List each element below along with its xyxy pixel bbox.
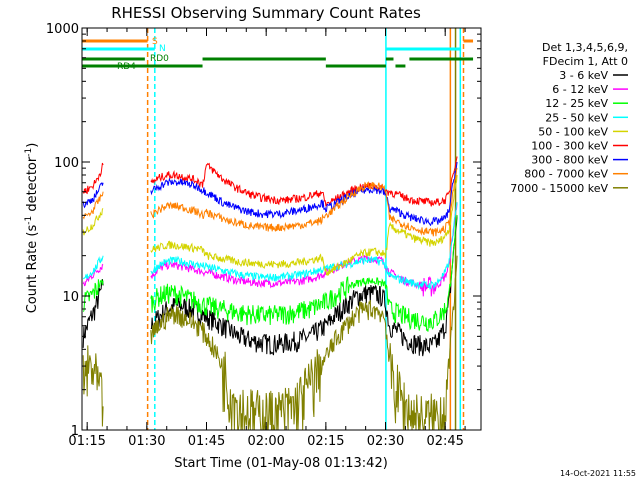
x-tick-label-3: 02:00 [247, 434, 284, 449]
x-tick-label-4: 02:15 [307, 434, 344, 449]
x-tick-label-6: 02:45 [426, 434, 463, 449]
series-5-line-1 [150, 156, 458, 207]
legend-label-2: 12 - 25 keV [545, 97, 608, 110]
series-7-line-1 [150, 167, 458, 237]
y-axis-label-end: ) [25, 143, 40, 148]
flag-label-1: N [159, 44, 166, 54]
y-tick-label-3: 1000 [46, 22, 79, 37]
series-6-line-1 [150, 161, 458, 227]
legend-label-1: 6 - 12 keV [552, 83, 608, 96]
series-0 [82, 215, 458, 357]
series-2-line-1 [150, 215, 458, 332]
series-3-line-1 [150, 202, 458, 291]
y-axis-label-main: Count Rate (s [25, 225, 40, 314]
y-tick-label-2: 100 [54, 156, 79, 171]
x-axis-label: Start Time (01-May-08 01:13:42) [174, 456, 388, 471]
legend-label-0: 3 - 6 keV [559, 69, 608, 82]
legend-label-3: 25 - 50 keV [545, 111, 608, 124]
legend-label-5: 100 - 300 keV [531, 140, 608, 153]
y-tick-label-1: 10 [62, 290, 79, 305]
series-8-line-1 [150, 255, 458, 430]
series-8 [82, 255, 458, 430]
legend-header-line-2: FDecim 1, Att 0 [543, 55, 628, 68]
x-tick-label-0: 01:15 [68, 434, 105, 449]
series-3-line-0 [82, 255, 104, 280]
series-4-line-0 [82, 208, 104, 236]
date-stamp: 14-Oct-2021 11:55 [560, 469, 636, 478]
series-3 [82, 202, 458, 291]
y-axis: 1 10 100 1000 [46, 22, 481, 439]
series-8-line-0 [82, 345, 104, 427]
series-7 [82, 167, 458, 237]
series-7-line-0 [82, 191, 104, 220]
y-axis-label-sup2: -1 [24, 148, 34, 157]
legend-label-7: 800 - 7000 keV [524, 168, 608, 181]
y-axis-label-mid: detector [25, 156, 40, 216]
series-1-line-1 [150, 202, 458, 297]
legend-label-8: 7000 - 15000 keV [510, 182, 608, 195]
series-2 [82, 215, 458, 332]
series-4-line-1 [150, 174, 458, 276]
plot-frame [81, 27, 482, 431]
flag-label-0: S [152, 37, 158, 47]
x-tick-label-5: 02:30 [367, 434, 404, 449]
series-2-line-0 [82, 279, 104, 312]
flag-label-3: RD4 [117, 62, 136, 72]
plot-area [82, 28, 474, 430]
series-1 [82, 202, 458, 297]
series-4 [82, 174, 458, 276]
chart-title: RHESSI Observing Summary Count Rates [111, 4, 421, 22]
y-axis-label: Count Rate (s-1 detector-1) [24, 143, 40, 314]
y-axis-label-sup1: -1 [24, 216, 34, 225]
legend-label-6: 300 - 800 keV [531, 154, 608, 167]
flag-label-2: RD0 [150, 54, 169, 64]
legend-label-4: 50 - 100 keV [538, 125, 608, 138]
series-1-line-0 [82, 263, 104, 287]
x-tick-label-1: 01:30 [128, 434, 165, 449]
series-0-line-0 [82, 279, 104, 348]
legend-header-line-1: Det 1,3,4,5,6,9, [542, 41, 628, 54]
legend: Det 1,3,4,5,6,9, FDecim 1, Att 0 3 - 6 k… [510, 41, 628, 195]
series-6 [82, 161, 458, 227]
series-6-line-0 [82, 182, 104, 209]
series-5-line-0 [82, 162, 104, 195]
y-tick-label-0: 1 [71, 424, 79, 439]
series-0-line-1 [150, 215, 458, 357]
x-axis: 01:15 01:30 01:45 02:00 02:15 02:30 02:45 [68, 28, 466, 449]
x-tick-label-2: 01:45 [188, 434, 225, 449]
series-5 [82, 156, 458, 207]
